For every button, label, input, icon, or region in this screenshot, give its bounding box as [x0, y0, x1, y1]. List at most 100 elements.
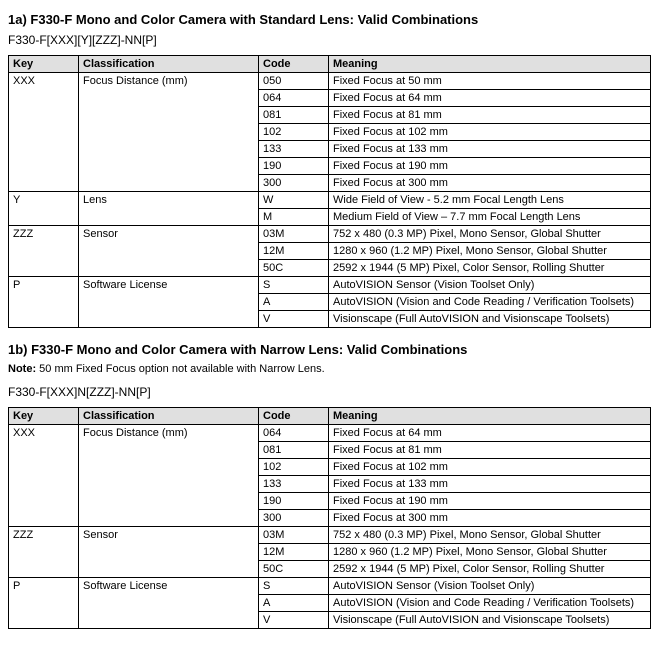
- cell-key: [9, 612, 79, 629]
- table-row: PSoftware LicenseSAutoVISION Sensor (Vis…: [9, 277, 651, 294]
- cell-meaning: AutoVISION Sensor (Vision Toolset Only): [329, 277, 651, 294]
- section2-table: Key Classification Code Meaning XXXFocus…: [8, 407, 651, 629]
- cell-classification: [79, 260, 259, 277]
- cell-classification: Software License: [79, 277, 259, 294]
- col-meaning: Meaning: [329, 408, 651, 425]
- cell-code: S: [259, 578, 329, 595]
- table-row: AAutoVISION (Vision and Code Reading / V…: [9, 595, 651, 612]
- table-row: MMedium Field of View – 7.7 mm Focal Len…: [9, 209, 651, 226]
- cell-meaning: Fixed Focus at 102 mm: [329, 459, 651, 476]
- cell-code: 133: [259, 476, 329, 493]
- cell-key: P: [9, 277, 79, 294]
- table-row: ZZZSensor03M752 x 480 (0.3 MP) Pixel, Mo…: [9, 226, 651, 243]
- table-row: ZZZSensor03M752 x 480 (0.3 MP) Pixel, Mo…: [9, 527, 651, 544]
- cell-meaning: Visionscape (Full AutoVISION and Visions…: [329, 311, 651, 328]
- table-row: YLensWWide Field of View - 5.2 mm Focal …: [9, 192, 651, 209]
- cell-classification: [79, 476, 259, 493]
- table-row: 102Fixed Focus at 102 mm: [9, 124, 651, 141]
- cell-code: 03M: [259, 527, 329, 544]
- cell-key: [9, 476, 79, 493]
- col-meaning: Meaning: [329, 56, 651, 73]
- cell-classification: [79, 493, 259, 510]
- cell-code: 102: [259, 459, 329, 476]
- table-row: 190Fixed Focus at 190 mm: [9, 493, 651, 510]
- cell-meaning: Fixed Focus at 50 mm: [329, 73, 651, 90]
- cell-code: S: [259, 277, 329, 294]
- cell-classification: [79, 243, 259, 260]
- cell-meaning: AutoVISION Sensor (Vision Toolset Only): [329, 578, 651, 595]
- cell-code: W: [259, 192, 329, 209]
- cell-key: P: [9, 578, 79, 595]
- section2-pattern: F330-F[XXX]N[ZZZ]-NN[P]: [8, 385, 651, 399]
- cell-key: [9, 493, 79, 510]
- cell-meaning: Wide Field of View - 5.2 mm Focal Length…: [329, 192, 651, 209]
- cell-meaning: 2592 x 1944 (5 MP) Pixel, Color Sensor, …: [329, 561, 651, 578]
- cell-code: 064: [259, 90, 329, 107]
- cell-code: 50C: [259, 561, 329, 578]
- cell-key: [9, 141, 79, 158]
- cell-key: XXX: [9, 73, 79, 90]
- cell-classification: [79, 124, 259, 141]
- cell-meaning: Fixed Focus at 102 mm: [329, 124, 651, 141]
- cell-classification: [79, 311, 259, 328]
- table-row: AAutoVISION (Vision and Code Reading / V…: [9, 294, 651, 311]
- cell-classification: [79, 442, 259, 459]
- cell-meaning: AutoVISION (Vision and Code Reading / Ve…: [329, 294, 651, 311]
- cell-meaning: 2592 x 1944 (5 MP) Pixel, Color Sensor, …: [329, 260, 651, 277]
- cell-key: [9, 459, 79, 476]
- table-row: 50C2592 x 1944 (5 MP) Pixel, Color Senso…: [9, 561, 651, 578]
- cell-classification: Sensor: [79, 226, 259, 243]
- table-row: 12M1280 x 960 (1.2 MP) Pixel, Mono Senso…: [9, 544, 651, 561]
- table-row: 081Fixed Focus at 81 mm: [9, 107, 651, 124]
- cell-key: [9, 124, 79, 141]
- cell-code: 102: [259, 124, 329, 141]
- cell-meaning: Medium Field of View – 7.7 mm Focal Leng…: [329, 209, 651, 226]
- cell-classification: [79, 107, 259, 124]
- cell-key: [9, 209, 79, 226]
- table-row: 300Fixed Focus at 300 mm: [9, 175, 651, 192]
- table-row: VVisionscape (Full AutoVISION and Vision…: [9, 612, 651, 629]
- cell-code: 133: [259, 141, 329, 158]
- cell-meaning: 752 x 480 (0.3 MP) Pixel, Mono Sensor, G…: [329, 527, 651, 544]
- cell-key: [9, 442, 79, 459]
- table-row: 064Fixed Focus at 64 mm: [9, 90, 651, 107]
- cell-classification: [79, 90, 259, 107]
- cell-meaning: Fixed Focus at 300 mm: [329, 510, 651, 527]
- cell-code: 064: [259, 425, 329, 442]
- table-row: XXXFocus Distance (mm)064Fixed Focus at …: [9, 425, 651, 442]
- cell-key: [9, 311, 79, 328]
- note-text: 50 mm Fixed Focus option not available w…: [36, 363, 325, 375]
- cell-classification: [79, 209, 259, 226]
- table-row: VVisionscape (Full AutoVISION and Vision…: [9, 311, 651, 328]
- cell-code: 081: [259, 107, 329, 124]
- cell-key: [9, 158, 79, 175]
- cell-code: 300: [259, 510, 329, 527]
- cell-code: A: [259, 294, 329, 311]
- cell-key: [9, 243, 79, 260]
- table-row: 081Fixed Focus at 81 mm: [9, 442, 651, 459]
- cell-key: XXX: [9, 425, 79, 442]
- col-key: Key: [9, 408, 79, 425]
- cell-classification: [79, 158, 259, 175]
- cell-classification: Sensor: [79, 527, 259, 544]
- cell-classification: Focus Distance (mm): [79, 425, 259, 442]
- table-row: 133Fixed Focus at 133 mm: [9, 476, 651, 493]
- cell-key: [9, 175, 79, 192]
- table-header-row: Key Classification Code Meaning: [9, 56, 651, 73]
- cell-meaning: Fixed Focus at 64 mm: [329, 90, 651, 107]
- cell-classification: [79, 595, 259, 612]
- cell-code: 03M: [259, 226, 329, 243]
- cell-code: M: [259, 209, 329, 226]
- cell-code: 081: [259, 442, 329, 459]
- cell-key: [9, 107, 79, 124]
- cell-key: [9, 544, 79, 561]
- cell-classification: [79, 544, 259, 561]
- cell-key: [9, 595, 79, 612]
- cell-code: 300: [259, 175, 329, 192]
- cell-code: 190: [259, 493, 329, 510]
- cell-key: ZZZ: [9, 527, 79, 544]
- cell-key: [9, 260, 79, 277]
- cell-code: 12M: [259, 243, 329, 260]
- cell-key: Y: [9, 192, 79, 209]
- section1-table: Key Classification Code Meaning XXXFocus…: [8, 55, 651, 328]
